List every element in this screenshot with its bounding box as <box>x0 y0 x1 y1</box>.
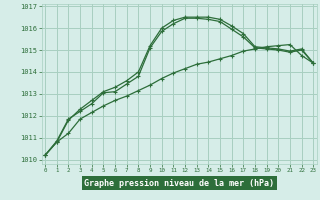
X-axis label: Graphe pression niveau de la mer (hPa): Graphe pression niveau de la mer (hPa) <box>84 179 274 188</box>
